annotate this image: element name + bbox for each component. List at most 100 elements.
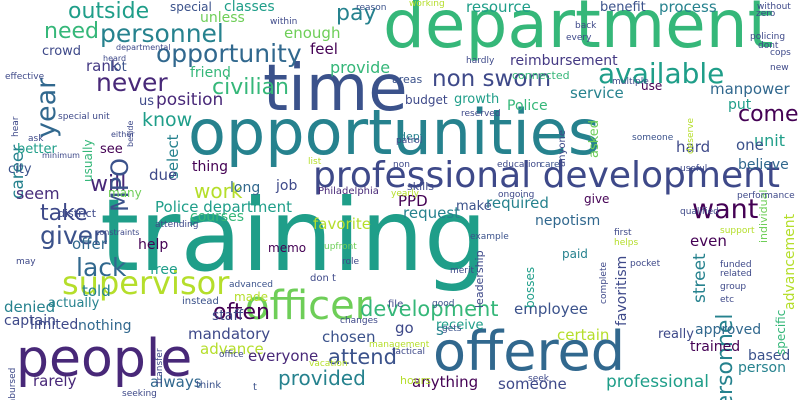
cloud-word: favorite [313, 215, 371, 233]
cloud-word: good [432, 299, 455, 309]
cloud-word: non [393, 160, 410, 170]
cloud-word: memo [268, 241, 307, 255]
cloud-word: performance [737, 191, 795, 201]
cloud-word: reserved [461, 109, 501, 119]
cloud-word: crowd [42, 44, 82, 59]
cloud-word: development [360, 297, 499, 321]
cloud-word: useful [680, 164, 708, 174]
cloud-word: thing [192, 159, 229, 175]
cloud-word: upfront [324, 242, 357, 252]
cloud-word: rarely [33, 372, 77, 390]
cloud-word: complete [599, 261, 609, 304]
cloud-word: policing [750, 32, 786, 42]
cloud-word: street [690, 253, 710, 303]
cloud-word: PPD [398, 192, 428, 210]
cloud-word: patrol [396, 136, 423, 146]
cloud-word: available [598, 57, 725, 90]
cloud-word: deserve [686, 117, 696, 154]
cloud-word: MPO [106, 157, 134, 212]
cloud-word: attend [328, 345, 397, 369]
cloud-word: job [276, 178, 298, 194]
cloud-word: denied [4, 298, 56, 316]
cloud-word: better [17, 142, 57, 157]
cloud-word: leadership [473, 250, 486, 308]
cloud-word: advancement [782, 213, 798, 310]
cloud-word: attending [155, 220, 199, 230]
cloud-word: trained [690, 339, 741, 355]
cloud-word: based [748, 348, 791, 364]
cloud-word: within [270, 17, 298, 27]
cloud-word: unit [754, 131, 785, 150]
cloud-word: want [692, 194, 759, 225]
cloud-word: don t [310, 273, 336, 284]
cloud-word: outside [68, 0, 150, 24]
cloud-word: many [108, 186, 142, 200]
cloud-word: district [58, 207, 97, 220]
cloud-word: everyone [248, 347, 319, 365]
cloud-word: merit [450, 266, 475, 276]
cloud-word: personnel [100, 19, 224, 48]
cloud-word: office [219, 350, 244, 360]
cloud-word: provided [278, 366, 366, 390]
cloud-word: constraints [95, 228, 140, 237]
cloud-word: etc [720, 295, 735, 305]
cloud-word: captain [4, 313, 56, 329]
cloud-word: yearly [391, 189, 419, 199]
cloud-word: come [738, 102, 799, 127]
cloud-word: classes [224, 0, 275, 15]
cloud-word: one [736, 136, 764, 154]
cloud-word: actually [48, 296, 100, 311]
cloud-word: supervisor [62, 264, 230, 302]
cloud-word: someone [498, 375, 567, 393]
cloud-word: made [234, 290, 269, 304]
cloud-word: paid [562, 247, 588, 261]
cloud-word: may [16, 257, 36, 267]
cloud-word: officer [245, 283, 372, 329]
cloud-word: vacation [309, 359, 348, 369]
cloud-word: opportunities [188, 96, 601, 169]
cloud-word: really [658, 327, 694, 342]
cloud-word: every [566, 33, 592, 43]
cloud-word: skills [407, 180, 435, 193]
cloud-word: chosen [322, 328, 376, 346]
cloud-word: training [100, 177, 488, 294]
cloud-word: role [342, 257, 360, 267]
cloud-word: advance [200, 340, 264, 358]
cloud-word: example [470, 232, 509, 242]
cloud-word: new [770, 63, 789, 73]
cloud-word: make [456, 199, 492, 214]
cloud-word: time [263, 52, 408, 126]
cloud-word: offered [433, 320, 625, 383]
cloud-word: believe [738, 157, 789, 173]
cloud-word: position [156, 90, 224, 110]
cloud-word: lack [76, 253, 127, 282]
cloud-word: multiple [612, 77, 649, 87]
cloud-word: education [497, 160, 542, 170]
cloud-word: go [395, 319, 414, 337]
cloud-word: tactical [392, 347, 425, 357]
cloud-word: required [486, 194, 549, 212]
cloud-word: hard [676, 138, 711, 156]
cloud-word: even [690, 232, 727, 250]
cloud-word: s [436, 321, 444, 339]
cloud-word: without [757, 2, 791, 12]
cloud-word: cops [770, 48, 791, 58]
cloud-word: instead [182, 296, 219, 307]
cloud-word: reason [356, 3, 387, 13]
cloud-word: reimbursed [8, 367, 18, 400]
cloud-word: Philadelphia [318, 186, 379, 197]
cloud-word: bosses [523, 266, 537, 308]
cloud-word: city [8, 162, 32, 177]
cloud-word: people [16, 329, 193, 389]
cloud-word: employee [514, 300, 589, 318]
cloud-word: work [194, 179, 243, 203]
cloud-word: given [40, 221, 109, 250]
cloud-word: opportunity [156, 39, 302, 68]
cloud-word: advanced [229, 280, 273, 290]
cloud-word: management [369, 340, 430, 350]
cloud-word: hear [11, 116, 21, 137]
cloud-word: rank [86, 57, 120, 75]
cloud-word: person [738, 360, 786, 376]
cloud-word: dept [399, 130, 425, 143]
cloud-word: minimum [42, 151, 80, 160]
